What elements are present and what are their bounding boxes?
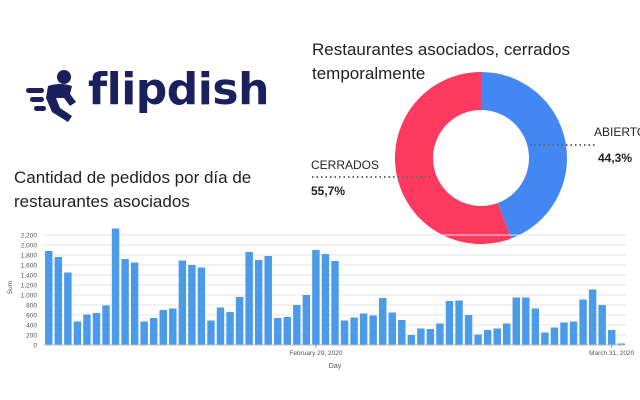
y-tick-label: 1,600 [21,263,38,270]
y-tick-label: 1,800 [21,253,38,260]
donut-chart [394,72,567,244]
bar-day-33 [350,317,358,345]
bar-day-23 [254,260,263,345]
bar-day-19 [216,307,225,345]
bar-day-45 [464,315,473,345]
bar-day-31 [331,261,339,345]
bar-day-38 [398,320,406,345]
open-percent: 44,3% [598,151,633,165]
brand-name: flipdish [88,64,269,115]
bar-day-49 [503,323,511,345]
bar-day-58 [588,289,597,345]
flipdish-logo: flipdish [26,64,269,126]
bar-day-12 [150,318,158,345]
bar-day-36 [378,298,387,345]
bar-day-32 [340,320,349,345]
bar-day-4 [73,321,82,345]
donut-slice-cerrados [394,72,512,244]
bar-day-56 [569,321,578,345]
donut-slice-abiertos [481,72,567,239]
y-axis-label: Sum [7,281,14,294]
bar-day-30 [321,254,330,345]
x-axis-label: Day [329,363,342,370]
closed-percent: 55,7% [311,184,346,198]
bar-day-37 [388,312,396,345]
y-tick-label: 600 [26,313,37,320]
bar-day-54 [550,327,559,345]
y-tick-label: 0 [33,343,37,350]
bar-day-9 [121,259,129,345]
bar-day-7 [102,305,110,345]
open-label: ABIERTOS [594,125,640,139]
bar-day-52 [531,308,540,345]
bar-day-48 [493,328,501,345]
bar-day-55 [560,322,568,345]
bar-day-39 [407,335,416,345]
bar-day-60 [607,330,616,345]
closed-label: CERRADOS [311,158,380,172]
bar-day-25 [274,318,282,345]
bar-day-41 [426,329,435,345]
bar-day-11 [140,321,148,345]
bar-day-61 [617,343,625,345]
bar-day-22 [245,252,253,345]
bar-day-50 [512,297,520,345]
bar-day-20 [226,312,234,345]
bar-day-3 [64,272,72,345]
bar-day-14 [169,308,177,345]
bar-day-24 [264,256,272,345]
y-tick-label: 1,000 [21,293,38,300]
daily-orders-bar-chart: 0 200 400 600 800 1,000 1,200 1,400 1,600 1,800 2,… [7,228,635,370]
x-tick-label: March 31, 2020 [589,350,635,357]
bar-day-18 [207,320,215,345]
bar-day-51 [522,297,530,345]
bar-day-13 [159,310,167,345]
bar-day-29 [312,250,320,345]
bar-day-2 [54,257,63,345]
bar-day-40 [417,328,425,345]
y-tick-label: 400 [26,323,37,330]
bar-day-57 [579,299,587,345]
bar-day-15 [178,260,187,345]
bar-day-47 [483,330,492,345]
bar-day-1 [45,251,53,345]
bar-day-42 [436,323,444,345]
bar-day-8 [111,228,120,345]
y-tick-label: 2,200 [21,233,38,240]
bar-day-26 [283,317,292,345]
bar-day-53 [541,332,549,345]
bar-day-6 [92,313,101,345]
bar-day-44 [455,300,463,345]
bar-chart-title: Cantidad de pedidos por día de restauran… [14,168,252,211]
y-tick-label: 800 [26,303,37,310]
bar-day-17 [197,267,206,345]
bar-day-16 [188,265,196,345]
bar-day-28 [302,295,311,345]
bar-day-34 [359,313,368,345]
bar-day-10 [130,262,139,345]
bar-day-21 [235,297,244,345]
bar-day-35 [369,315,377,345]
bar-day-27 [293,305,301,345]
y-tick-label: 1,200 [21,283,38,290]
bar-day-59 [598,305,606,345]
x-tick-label: February 29, 2020 [289,350,343,357]
pie-chart-title: Restaurantes asociados, cerrados tempora… [312,40,570,83]
bar-day-43 [445,301,454,345]
bar-day-46 [474,334,482,345]
y-tick-label: 1,400 [21,273,38,280]
bar-day-5 [83,314,91,345]
y-tick-label: 200 [26,333,37,340]
y-tick-label: 2,000 [21,243,38,250]
flipdish-runner-icon [26,70,76,122]
